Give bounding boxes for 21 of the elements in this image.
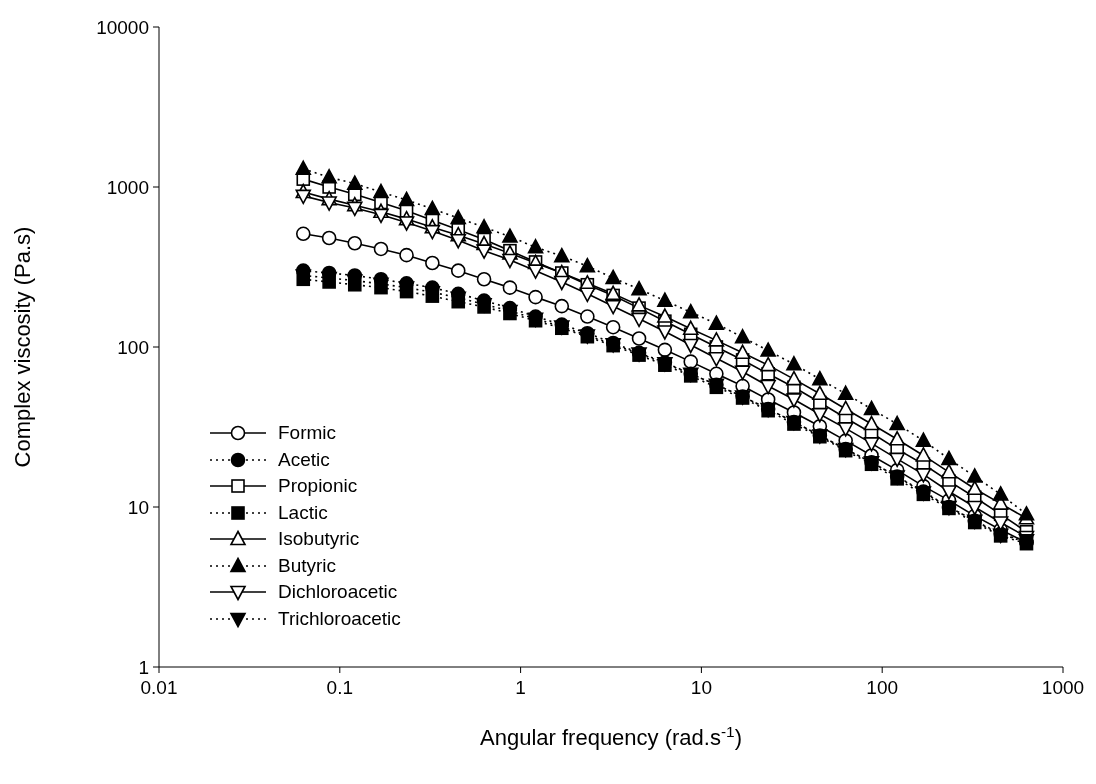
x-tick-label: 0.1 xyxy=(326,677,354,699)
y-axis-title: Complex viscosity (Pa.s) xyxy=(10,226,35,468)
x-tick-label: 10 xyxy=(690,677,712,699)
legend-label: Trichloroacetic xyxy=(278,606,401,631)
legend-label: Dichloroacetic xyxy=(278,580,398,604)
legend-label: Formic xyxy=(278,421,337,445)
y-tick-label: 100 xyxy=(117,336,149,358)
x-tick-label: 100 xyxy=(866,677,899,699)
legend-label: Acetic xyxy=(278,447,330,472)
y-tick-label: 10000 xyxy=(96,16,149,38)
x-tick-label: 1 xyxy=(515,677,526,699)
legend-label: Lactic xyxy=(278,500,328,525)
x-axis-title: Angular frequency (rad.s$^{-1}$) xyxy=(480,722,742,750)
y-tick-label: 1 xyxy=(138,656,149,678)
legend-label: Isobutyric xyxy=(278,527,360,551)
x-tick-label: 0.01 xyxy=(140,677,178,699)
legend-label: Butyric xyxy=(278,553,337,578)
y-tick-label: 1000 xyxy=(106,176,149,198)
y-tick-label: 10 xyxy=(127,496,149,518)
x-tick-label: 1000 xyxy=(1041,677,1085,699)
legend-label: Propionic xyxy=(278,474,358,498)
